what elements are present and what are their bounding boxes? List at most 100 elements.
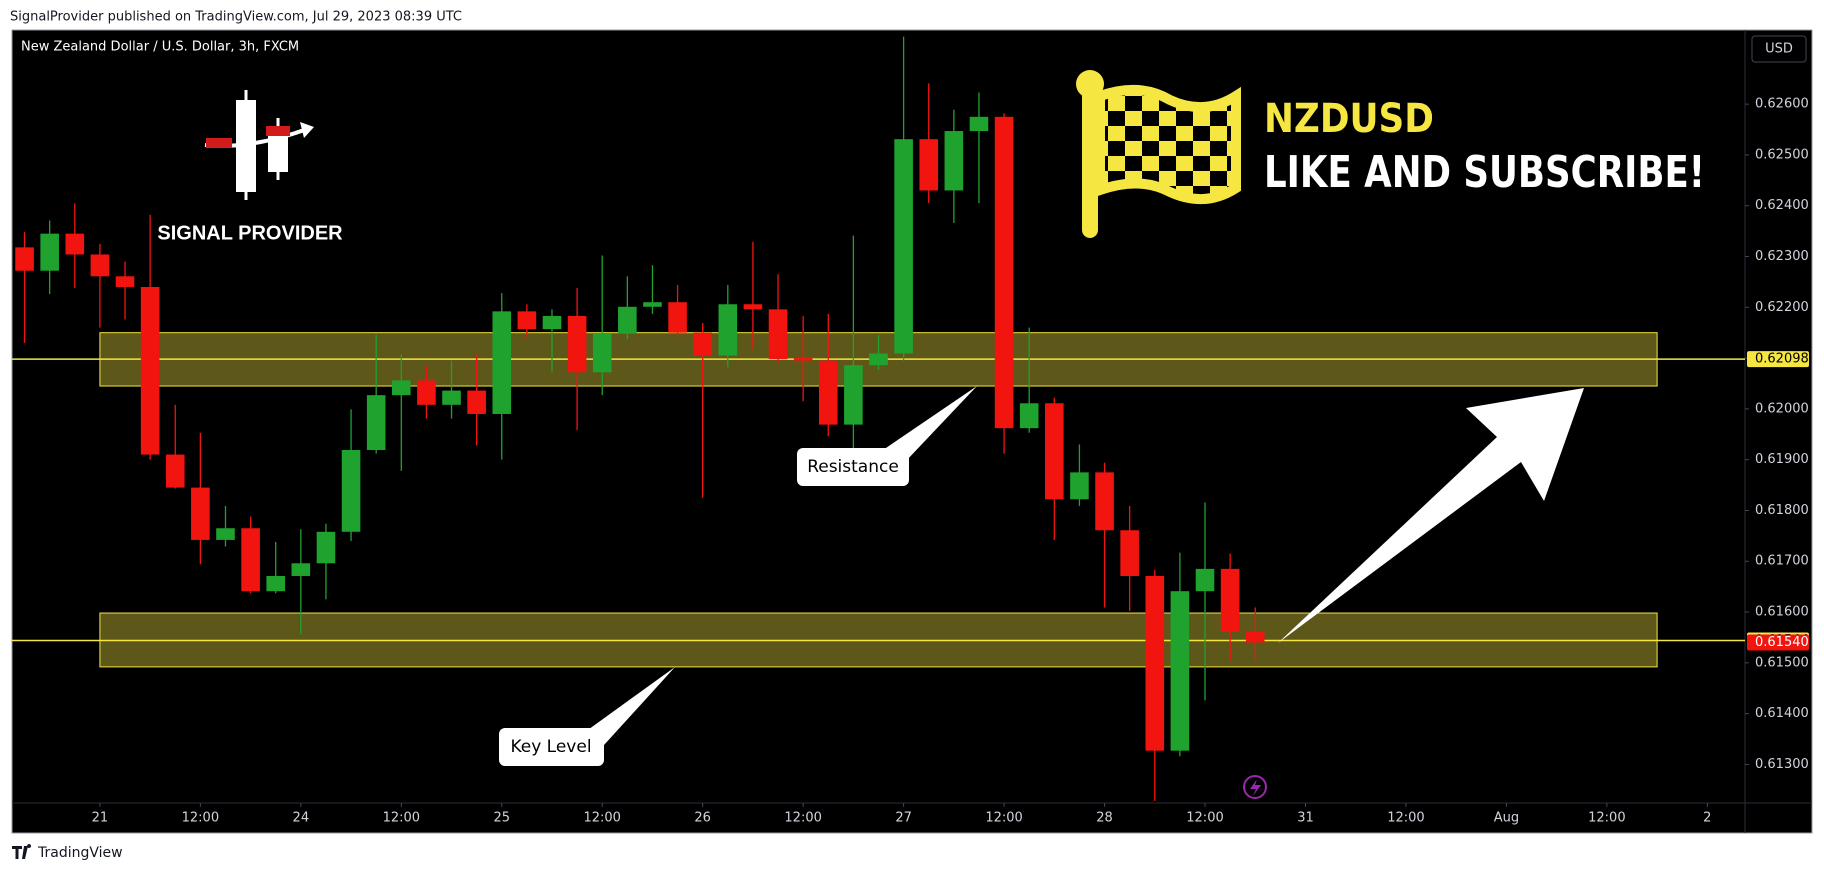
header: SignalProvider published on TradingView.…	[10, 10, 462, 25]
candle-body	[291, 563, 311, 576]
price-tag-label: 0.62098	[1755, 352, 1809, 367]
plot: 0.61300 0.61400 0.61500 0.61600 0.61700 0.618…	[12, 30, 1812, 833]
candle-body	[718, 304, 738, 356]
candle-body	[517, 311, 537, 330]
currency[interactable]: USD	[1765, 42, 1793, 57]
logo	[204, 90, 314, 200]
x-tick-label: 27	[895, 811, 912, 826]
candle-body	[115, 276, 135, 287]
candle-body	[1019, 403, 1039, 429]
candle-body	[65, 233, 85, 255]
candle-body	[1070, 472, 1089, 500]
x-tick-label: 31	[1297, 811, 1314, 826]
price-tag	[1747, 634, 1809, 651]
y-tick-label: 0.61700	[1755, 554, 1809, 569]
candle-body	[793, 358, 813, 361]
candle-body	[216, 528, 235, 540]
banner-subtitle: LIKE AND SUBSCRIBE!	[1264, 147, 1705, 198]
event-icon[interactable]	[1243, 775, 1267, 799]
candle-body	[90, 254, 110, 277]
candle-body	[919, 139, 939, 191]
candle-body	[969, 116, 989, 132]
candle-body	[417, 380, 436, 405]
candle-body	[844, 365, 863, 425]
candle-body	[1045, 403, 1064, 500]
y-tick-label: 0.61500	[1755, 655, 1809, 670]
banner-title: NZDUSD	[1264, 96, 1434, 142]
event-bolt	[1250, 779, 1261, 796]
y-tick-label: 0.61600	[1755, 605, 1809, 620]
x-tick-label: 26	[694, 811, 711, 826]
candle-body	[768, 309, 788, 360]
y-tick-label: 0.61800	[1755, 503, 1809, 518]
price-tag	[1747, 351, 1809, 368]
y-tick-label: 0.61900	[1755, 452, 1809, 467]
candle-body	[165, 454, 185, 488]
candle-body	[442, 390, 461, 405]
keylevel-pointer	[585, 667, 675, 745]
x-tick-label: 12:00	[985, 811, 1022, 826]
candle-body	[1195, 568, 1215, 592]
candle-body	[1120, 530, 1139, 576]
candle-body	[1245, 631, 1265, 643]
candle-body	[492, 311, 512, 414]
candle-body	[542, 315, 562, 330]
candle-body	[1170, 591, 1190, 751]
candle-body	[266, 575, 286, 592]
x-tick-label: 24	[293, 811, 310, 826]
candle-body	[1145, 575, 1165, 751]
candle-body	[743, 304, 763, 310]
resistance-pointer	[880, 386, 977, 462]
candle-body	[316, 531, 336, 564]
y-tick-label: 0.62200	[1755, 300, 1809, 315]
candle-body	[592, 333, 612, 373]
candle-body	[341, 450, 361, 532]
candle-body	[643, 302, 662, 307]
candle-body	[994, 116, 1014, 429]
x-tick-label: 2	[1703, 811, 1711, 826]
y-tick-label: 0.62000	[1755, 401, 1809, 416]
x-tick-label: 12:00	[182, 811, 219, 826]
logo-text: SIGNAL PROVIDER	[157, 222, 343, 244]
currency-box[interactable]	[1751, 35, 1807, 63]
candle-body	[241, 528, 260, 592]
candle-body	[693, 332, 712, 356]
x-tick-label: 12:00	[1588, 811, 1625, 826]
candle-body	[140, 286, 160, 455]
y-tick-label: 0.62500	[1755, 147, 1809, 162]
y-tick-label: 0.62600	[1755, 97, 1809, 112]
annotation: Key Level	[510, 737, 591, 757]
symbol-title: New Zealand Dollar / U.S. Dollar, 3h, FX…	[21, 40, 299, 55]
candle-body	[1220, 568, 1240, 632]
candle-body	[366, 395, 386, 451]
projection-arrow	[1278, 388, 1584, 643]
resistance-box	[797, 448, 909, 486]
candle-body	[1095, 472, 1114, 531]
candle-body	[567, 315, 587, 373]
price-tag-label: 0.61540	[1755, 635, 1809, 650]
x-tick-label: 12:00	[784, 811, 821, 826]
candle-body	[668, 302, 687, 333]
x-tick-label: 12:00	[583, 811, 620, 826]
x-tick-label: 12:00	[383, 811, 420, 826]
x-tick-label: 12:00	[1387, 811, 1424, 826]
candle-body	[392, 380, 411, 396]
candle-body	[869, 353, 888, 366]
candle-body	[818, 360, 838, 425]
y-tick-label: 0.62300	[1755, 249, 1809, 264]
footer: TradingView	[37, 845, 123, 861]
x-tick-label: 12:00	[1186, 811, 1223, 826]
candle-body	[944, 131, 964, 191]
keylevel-box	[499, 728, 604, 766]
y-tick-label: 0.61400	[1755, 706, 1809, 721]
x-tick-label: Aug	[1494, 811, 1519, 826]
x-tick-label: 21	[92, 811, 109, 826]
candle-body	[191, 487, 210, 540]
candle-body	[15, 247, 34, 271]
x-tick-label: 28	[1096, 811, 1113, 826]
candle-body	[40, 233, 59, 271]
annotation: Resistance	[807, 457, 899, 477]
x-tick-label: 25	[493, 811, 510, 826]
